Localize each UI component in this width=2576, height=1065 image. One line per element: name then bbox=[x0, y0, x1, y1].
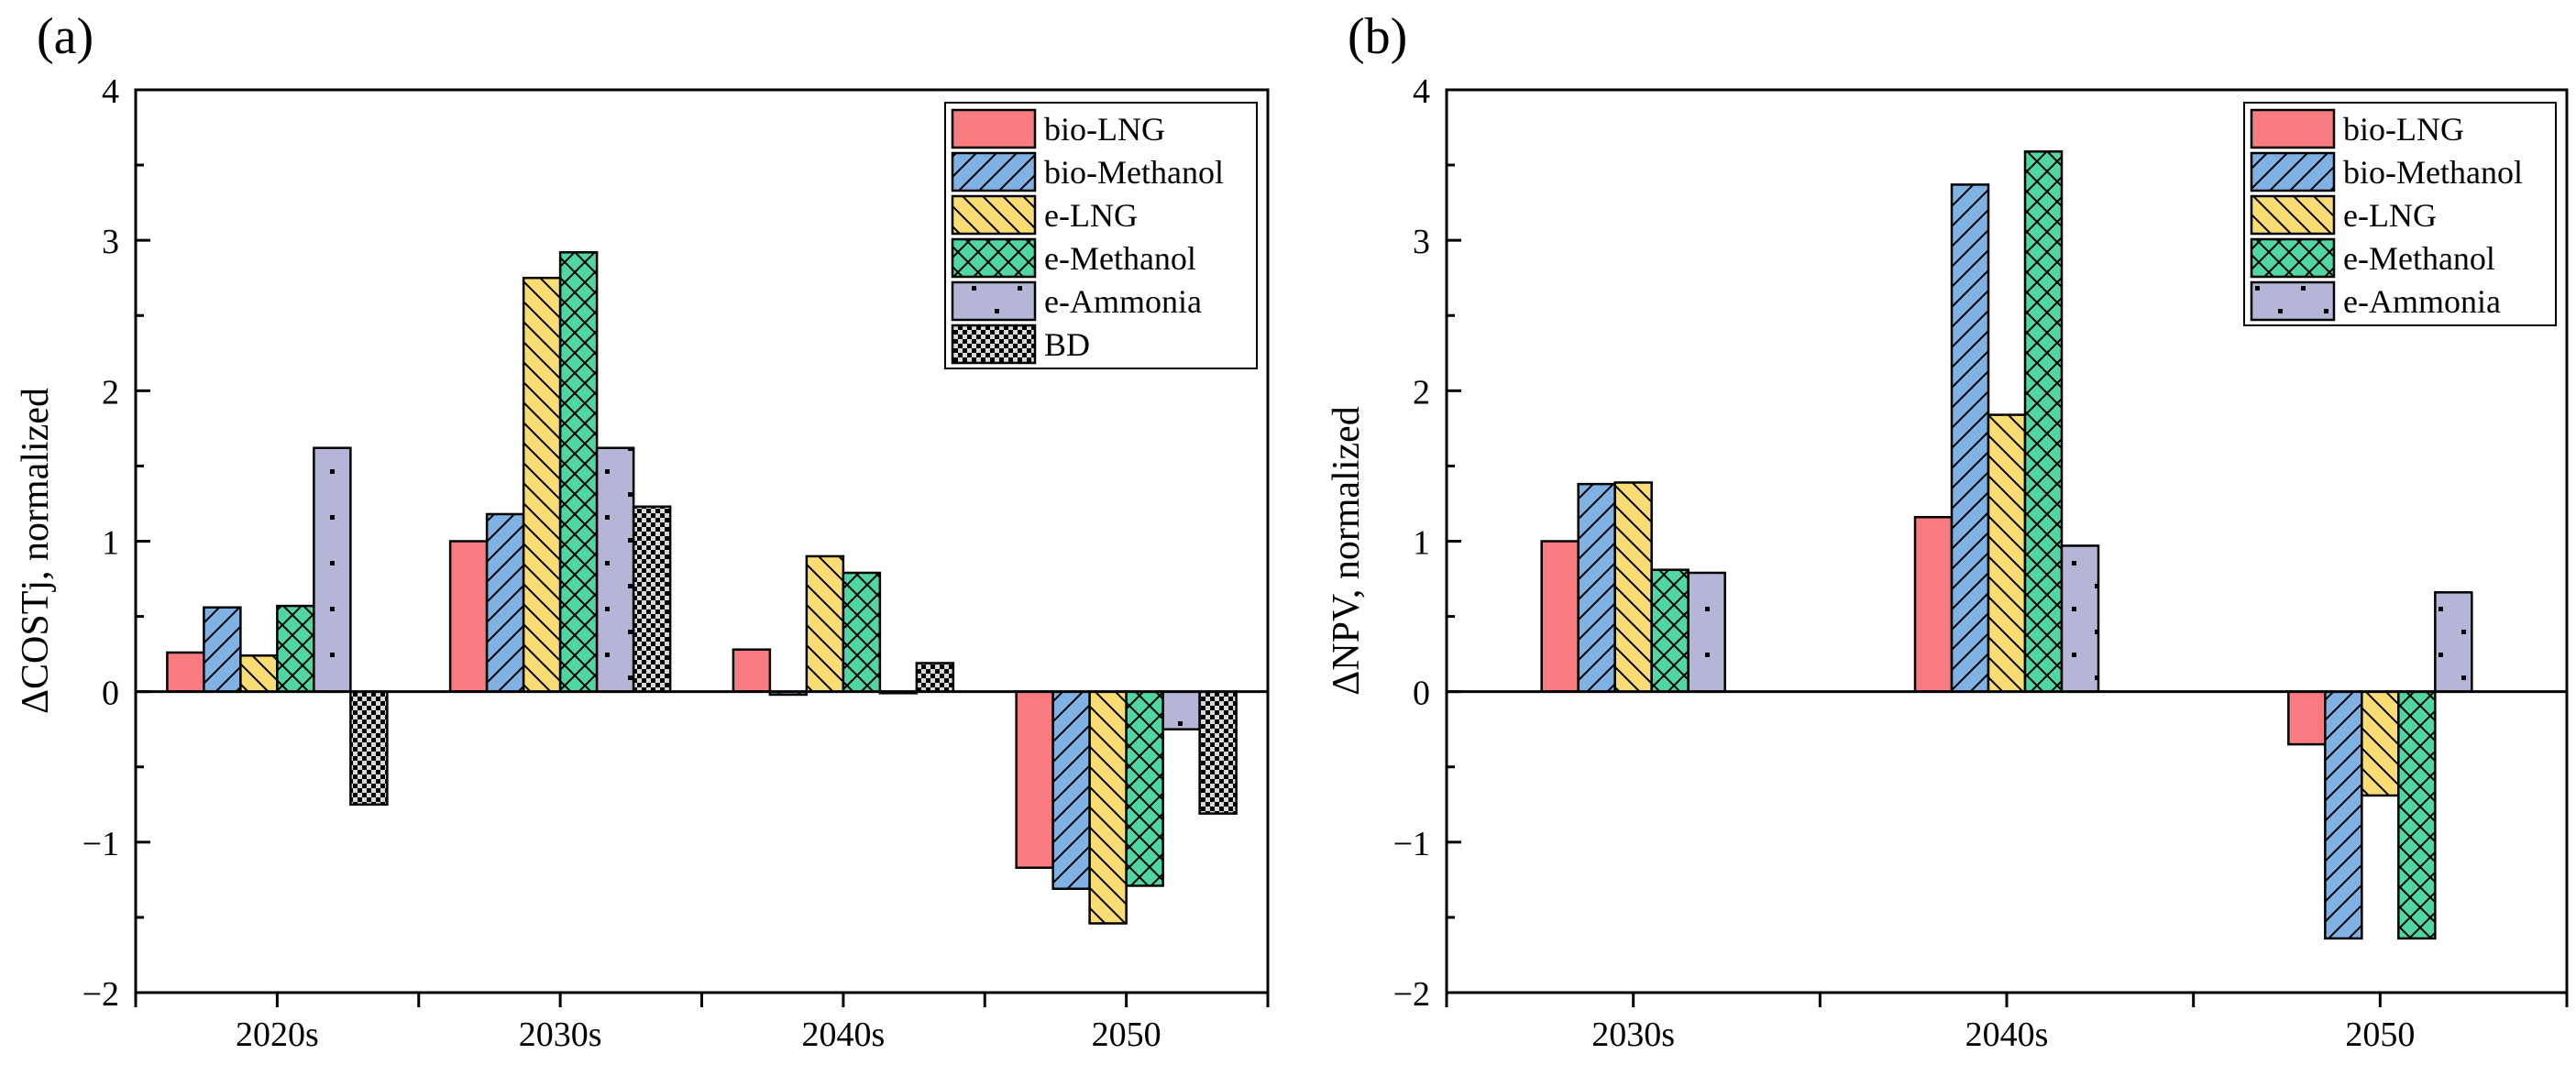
legend-item: e-LNG bbox=[2250, 194, 2437, 236]
bar-bio-methanol-2020s bbox=[203, 606, 242, 693]
bar-bd-2030s bbox=[632, 505, 672, 693]
y-axis-label: ΔNPV, normalized bbox=[1326, 406, 1368, 696]
x-tick-label: 2030s bbox=[519, 1016, 602, 1054]
y-tick-label: −1 bbox=[1393, 825, 1430, 863]
bar-e-lng-2040s bbox=[1987, 413, 2027, 693]
y-tick-label: −2 bbox=[83, 975, 119, 1014]
legend-item: bio-LNG bbox=[951, 108, 1165, 149]
bar-e-ammonia-2030s bbox=[595, 446, 635, 693]
legend-item: e-Ammonia bbox=[2250, 280, 2501, 322]
bar-bio-lng-2030s bbox=[448, 540, 489, 693]
bar-e-ammonia-2050 bbox=[1161, 690, 1201, 730]
bar-e-lng-2030s bbox=[522, 276, 562, 693]
bar-e-methanol-2040s bbox=[842, 571, 882, 693]
y-tick-label: 2 bbox=[1413, 373, 1430, 412]
y-tick-label: −1 bbox=[83, 825, 119, 863]
legend: bio-LNG bio-Methanol e-LNG e-Methanol e-Ammo… bbox=[2243, 102, 2557, 326]
bar-e-methanol-2050 bbox=[1125, 690, 1164, 887]
legend-label: bio-Methanol bbox=[1044, 154, 1224, 191]
bar-bio-lng-2030s bbox=[1540, 540, 1580, 693]
x-tick-label: 2050 bbox=[2345, 1016, 2415, 1054]
bar-bd-2040s bbox=[915, 662, 955, 693]
bar-bd-2020s bbox=[349, 690, 389, 807]
bar-e-methanol-2020s bbox=[276, 604, 315, 693]
y-tick-label: 0 bbox=[102, 675, 119, 713]
bar-bio-methanol-2030s bbox=[485, 512, 525, 693]
bar-bio-lng-2040s bbox=[1913, 515, 1954, 693]
bar-e-ammonia-2040s bbox=[2060, 544, 2100, 693]
y-tick-label: 1 bbox=[1413, 524, 1430, 563]
x-tick-label: 2030s bbox=[1591, 1016, 1675, 1054]
bar-bio-lng-2050 bbox=[1015, 690, 1054, 869]
legend-label: e-Ammonia bbox=[2343, 283, 2501, 320]
bar-e-methanol-2030s bbox=[558, 251, 599, 693]
y-axis-label: ΔCOSTj, normalized bbox=[15, 388, 57, 714]
legend-item: e-LNG bbox=[951, 194, 1138, 236]
legend-label: e-Methanol bbox=[1044, 240, 1196, 277]
bar-bio-methanol-2050 bbox=[1051, 690, 1091, 890]
legend-label: BD bbox=[1044, 326, 1090, 363]
bar-bd-2050 bbox=[1198, 690, 1238, 815]
bar-e-lng-2040s bbox=[805, 554, 845, 693]
x-tick-label: 2040s bbox=[1965, 1016, 2049, 1054]
legend-item: e-Ammonia bbox=[951, 280, 1202, 322]
y-tick-label: 3 bbox=[1413, 223, 1430, 261]
legend-label: e-LNG bbox=[1044, 197, 1138, 234]
bar-e-methanol-2050 bbox=[2397, 690, 2437, 940]
legend-label: e-Ammonia bbox=[1044, 283, 1202, 320]
bar-e-lng-2030s bbox=[1613, 481, 1653, 693]
panel-label: (a) bbox=[37, 8, 94, 65]
panel-label: (b) bbox=[1348, 8, 1407, 65]
y-tick-label: 3 bbox=[102, 223, 119, 261]
y-tick-label: −2 bbox=[1393, 975, 1430, 1014]
bar-bio-lng-2040s bbox=[732, 648, 772, 693]
legend-item: bio-LNG bbox=[2250, 108, 2464, 149]
legend-label: bio-LNG bbox=[2343, 111, 2464, 148]
y-tick-label: 0 bbox=[1413, 675, 1430, 713]
bar-e-ammonia-2020s bbox=[313, 446, 352, 693]
y-tick-label: 1 bbox=[102, 524, 119, 563]
legend-item: bio-Methanol bbox=[2250, 151, 2523, 192]
legend: bio-LNG bio-Methanol e-LNG e-Methanol e-Ammo… bbox=[944, 102, 1258, 369]
bar-e-lng-2050 bbox=[2361, 690, 2400, 797]
x-tick-label: 2040s bbox=[801, 1016, 885, 1054]
x-tick-label: 2020s bbox=[236, 1016, 319, 1054]
legend-label: bio-Methanol bbox=[2343, 154, 2523, 191]
legend-label: e-LNG bbox=[2343, 197, 2437, 234]
x-tick-label: 2050 bbox=[1092, 1016, 1161, 1054]
bar-bio-methanol-2030s bbox=[1577, 482, 1616, 693]
legend-label: bio-LNG bbox=[1044, 111, 1165, 148]
chart-panel-a: (a) ΔCOSTj, normalized −2 −1 0 1 2 3 4 2020s 203… bbox=[15, 8, 1270, 1054]
bar-e-lng-2050 bbox=[1088, 690, 1128, 925]
legend-label: e-Methanol bbox=[2343, 240, 2495, 277]
bar-bio-lng-2020s bbox=[166, 651, 205, 693]
bar-bio-methanol-2040s bbox=[1950, 183, 1990, 693]
legend-item: BD bbox=[951, 324, 1090, 365]
bar-bio-lng-2050 bbox=[2287, 690, 2327, 746]
y-tick-label: 2 bbox=[102, 373, 119, 412]
chart-panel-b: (b) ΔNPV, normalized −2 −1 0 1 2 3 4 2030s 2040s… bbox=[1326, 8, 2569, 1054]
legend-item: bio-Methanol bbox=[951, 151, 1224, 192]
legend-item: e-Methanol bbox=[951, 237, 1196, 279]
bar-e-ammonia-2030s bbox=[1687, 571, 1726, 693]
bar-e-methanol-2030s bbox=[1650, 568, 1690, 693]
y-tick-label: 4 bbox=[1413, 72, 1430, 111]
legend-item: e-Methanol bbox=[2250, 237, 2495, 279]
bar-e-methanol-2040s bbox=[2023, 150, 2064, 693]
y-tick-label: 4 bbox=[102, 72, 119, 111]
bar-bio-methanol-2050 bbox=[2324, 690, 2363, 940]
bar-e-ammonia-2050 bbox=[2434, 591, 2473, 693]
bar-e-lng-2020s bbox=[239, 654, 279, 693]
